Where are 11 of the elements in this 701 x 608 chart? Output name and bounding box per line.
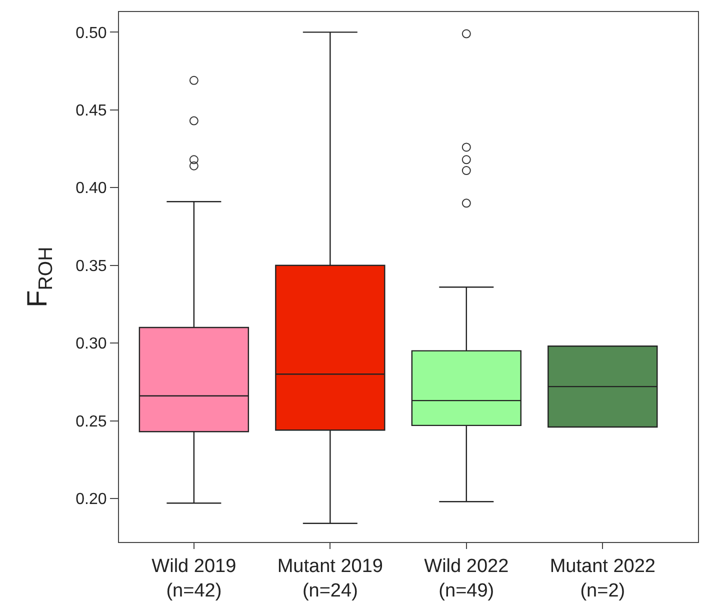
x-tick-label: Mutant 2022 (n=2) xyxy=(550,556,656,602)
x-tick-label: Mutant 2019 (n=24) xyxy=(277,556,383,602)
x-tick-label: Wild 2019 (n=42) xyxy=(152,556,236,602)
x-tick-label: Wild 2022 (n=49) xyxy=(424,556,509,602)
y-tick-label: 0.45 xyxy=(76,102,107,120)
y-tick-label: 0.50 xyxy=(76,24,107,42)
y-tick-label: 0.35 xyxy=(76,258,107,275)
y-tick-label: 0.30 xyxy=(76,336,107,353)
y-tick-label: 0.40 xyxy=(76,180,107,198)
y-tick-label: 0.25 xyxy=(76,413,107,430)
y-tick-label: 0.20 xyxy=(76,491,107,508)
